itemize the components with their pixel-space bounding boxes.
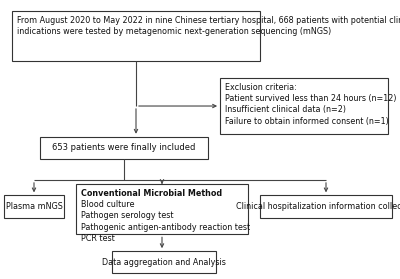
Bar [112, 251, 216, 273]
Text: Clinical hospitalization information collection: Clinical hospitalization information col… [236, 202, 400, 211]
Text: Data aggregation and Analysis: Data aggregation and Analysis [102, 258, 226, 267]
Text: 653 patients were finally included: 653 patients were finally included [52, 143, 196, 152]
Bar [40, 137, 208, 159]
Text: Failure to obtain informed consent (n=1): Failure to obtain informed consent (n=1) [225, 117, 388, 126]
Text: Plasma mNGS: Plasma mNGS [6, 202, 62, 211]
Bar [260, 195, 392, 218]
Text: Exclusion criteria:: Exclusion criteria: [225, 83, 296, 92]
Text: Pathogenic antigen-antibody reaction test: Pathogenic antigen-antibody reaction tes… [81, 223, 250, 232]
Bar [4, 195, 64, 218]
Text: Pathogen serology test: Pathogen serology test [81, 211, 173, 220]
Text: From August 2020 to May 2022 in nine Chinese tertiary hospital, 668 patients wit: From August 2020 to May 2022 in nine Chi… [17, 16, 400, 25]
Bar [220, 78, 388, 134]
Text: Insufficient clinical data (n=2): Insufficient clinical data (n=2) [225, 105, 346, 114]
Text: Conventional Microbial Method: Conventional Microbial Method [81, 189, 222, 198]
Text: Blood culture: Blood culture [81, 200, 134, 209]
Bar [12, 11, 260, 61]
Text: Patient survived less than 24 hours (n=12): Patient survived less than 24 hours (n=1… [225, 94, 396, 103]
Text: PCR test: PCR test [81, 234, 114, 243]
Text: indications were tested by metagenomic next-generation sequencing (mNGS): indications were tested by metagenomic n… [17, 27, 331, 36]
Bar [76, 184, 248, 234]
